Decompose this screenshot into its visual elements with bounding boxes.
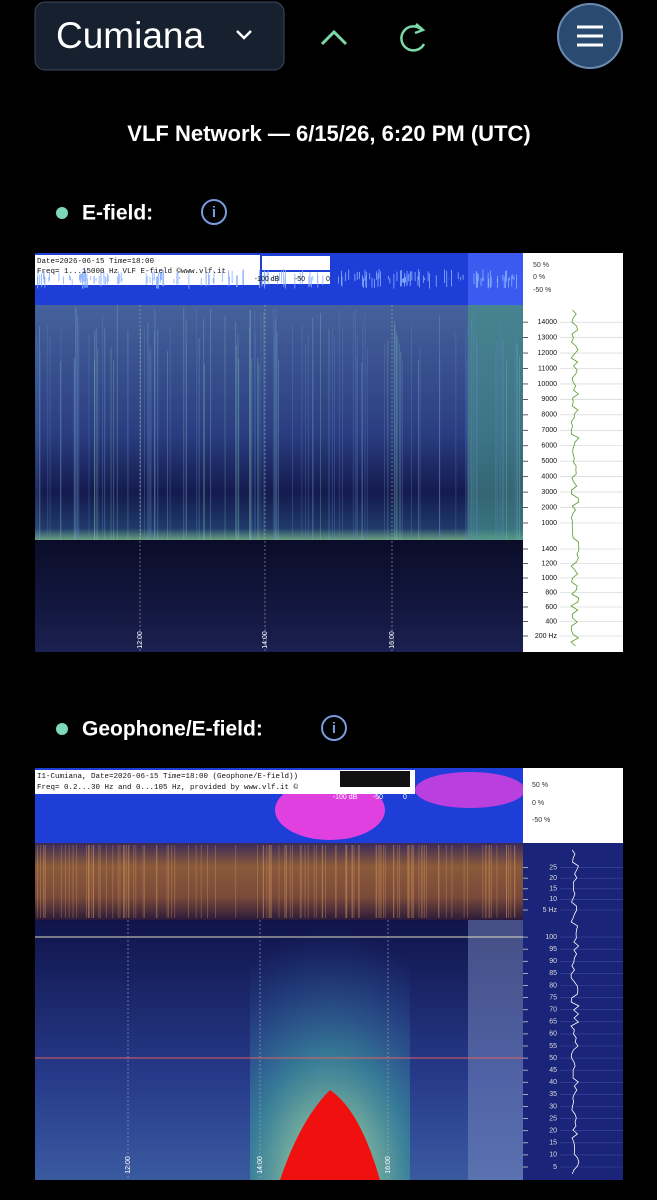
amplitude-label: 50 % — [532, 782, 548, 789]
frequency-label: 15 — [549, 886, 557, 893]
section-label: Geophone/E-field: — [82, 718, 263, 741]
frequency-label: 14000 — [538, 319, 558, 326]
spectrogram-streaks — [35, 269, 522, 540]
frequency-label: 50 — [549, 1055, 557, 1062]
frequency-label: 2000 — [541, 504, 557, 511]
image-caption: Freq= 0.2...30 Hz and 0...105 Hz, provid… — [37, 783, 299, 792]
frequency-label: 4000 — [541, 473, 557, 480]
frequency-label: 800 — [545, 589, 557, 596]
frequency-label: 1400 — [541, 546, 557, 553]
frequency-label: 70 — [549, 1007, 557, 1014]
frequency-label: 1000 — [541, 520, 557, 527]
colorbar-label: 0 — [403, 794, 407, 801]
status-dot — [56, 207, 68, 219]
collapse-button[interactable] — [320, 29, 348, 46]
geophone-spectrogram: I1-Cumiana, Date=2026-06-15 Time=18:00 (… — [35, 768, 623, 1180]
side-trace — [570, 309, 580, 647]
frequency-label: 3000 — [541, 489, 557, 496]
frequency-label: 65 — [549, 1019, 557, 1026]
frequency-label: 60 — [549, 1031, 557, 1038]
frequency-label: 13000 — [538, 334, 558, 341]
frequency-label: 6000 — [541, 443, 557, 450]
spectrogram-streaks — [35, 845, 523, 1059]
frequency-label: 9000 — [541, 396, 557, 403]
frequency-label: 5 — [553, 1164, 557, 1171]
frequency-label: 1200 — [541, 560, 557, 567]
frequency-label: 20 — [549, 875, 557, 882]
frequency-label: 20 — [549, 1128, 557, 1135]
frequency-label: 5 Hz — [543, 907, 558, 914]
amplitude-label: -50 % — [532, 817, 550, 824]
time-label: 16:00 — [389, 631, 396, 649]
refresh-button[interactable] — [400, 23, 426, 52]
frequency-label: 200 Hz — [535, 633, 558, 640]
frequency-label: 10 — [549, 896, 557, 903]
image-caption: Date=2026-06-15 Time=18:00 — [37, 258, 155, 266]
frequency-label: 40 — [549, 1079, 557, 1086]
frequency-label: 85 — [549, 970, 557, 977]
frequency-label: 80 — [549, 982, 557, 989]
frequency-label: 5000 — [541, 458, 557, 465]
amplitude-label: -50 % — [533, 287, 551, 294]
amplitude-label: 0 % — [532, 800, 544, 807]
info-button[interactable]: i — [321, 715, 347, 741]
frequency-label: 600 — [545, 604, 557, 611]
time-label: 14:00 — [257, 1156, 264, 1174]
frequency-label: 400 — [545, 618, 557, 625]
amplitude-label: 0 % — [533, 274, 545, 281]
time-label: 12:00 — [125, 1156, 132, 1174]
location-dropdown[interactable] — [34, 1, 285, 71]
colorbar-label: -100 dB — [255, 276, 280, 283]
dropdown-chevron — [236, 30, 252, 40]
frequency-label: 95 — [549, 946, 557, 953]
frequency-label: 25 — [549, 1115, 557, 1122]
frequency-label: 10000 — [538, 381, 558, 388]
frequency-label: 15 — [549, 1140, 557, 1147]
status-dot — [56, 723, 68, 735]
colorbar-label: -50 — [373, 794, 383, 801]
time-label: 16:00 — [385, 1156, 392, 1174]
frequency-label: 8000 — [541, 412, 557, 419]
frequency-label: 12000 — [538, 350, 558, 357]
frequency-label: 35 — [549, 1091, 557, 1098]
frequency-label: 30 — [549, 1103, 557, 1110]
image-caption: Freq= 1...15000 Hz VLF E-field ©www.vlf.… — [37, 267, 226, 276]
page-subtitle: VLF Network — 6/15/26, 6:20 PM (UTC) — [127, 121, 530, 146]
svg-text:i: i — [332, 720, 336, 737]
frequency-label: 100 — [545, 934, 557, 941]
time-label: 12:00 — [137, 631, 144, 649]
frequency-label: 11000 — [538, 365, 557, 372]
frequency-label: 7000 — [541, 427, 557, 434]
side-trace — [570, 849, 580, 1175]
frequency-label: 10 — [549, 1152, 557, 1159]
time-label: 14:00 — [262, 631, 269, 649]
colorbar-label: 0 — [326, 276, 330, 283]
amplitude-label: 50 % — [533, 262, 549, 269]
frequency-label: 90 — [549, 958, 557, 965]
frequency-label: 25 — [549, 864, 557, 871]
menu-icon — [577, 25, 603, 47]
svg-text:i: i — [212, 204, 216, 221]
colorbar-label: -50 — [295, 276, 305, 283]
frequency-label: 1000 — [541, 575, 557, 582]
frequency-label: 75 — [549, 994, 557, 1001]
info-button[interactable]: i — [201, 199, 227, 225]
frequency-label: 45 — [549, 1067, 557, 1074]
section-label: E-field: — [82, 202, 153, 225]
colorbar-label: -100 dB — [333, 794, 358, 801]
image-caption: I1-Cumiana, Date=2026-06-15 Time=18:00 (… — [37, 773, 298, 781]
frequency-label: 55 — [549, 1043, 557, 1050]
location-name: Cumiana — [56, 15, 204, 56]
